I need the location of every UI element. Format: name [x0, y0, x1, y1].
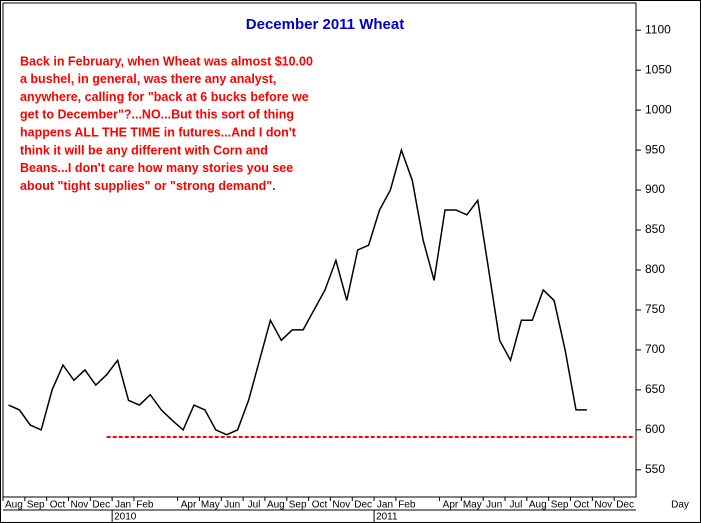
y-tick-label: 1050 — [645, 62, 672, 76]
x-tick-label: Sep — [27, 500, 45, 511]
y-tick-label: 700 — [645, 342, 665, 356]
x-tick-label: Oct — [312, 500, 328, 511]
x-tick-label: Aug — [529, 500, 547, 511]
chart-title: December 2011 Wheat — [246, 16, 404, 33]
x-tick-label: Jan — [115, 500, 131, 511]
x-tick-label: Aug — [267, 500, 285, 511]
x-tick-label: Nov — [70, 500, 88, 511]
x-tick-label: Dec — [616, 500, 634, 511]
annotation: think it will be any different with Corn… — [20, 143, 268, 157]
x-tick-label: Sep — [551, 500, 569, 511]
x-tick-label: Feb — [136, 500, 154, 511]
x-tick-label: May — [463, 500, 482, 511]
plot-area — [2, 2, 637, 498]
x-tick-label: May — [201, 500, 220, 511]
y-tick-label: 900 — [645, 182, 665, 196]
x-tick-label: Jul — [248, 500, 261, 511]
x-tick-label: Dec — [354, 500, 372, 511]
y-tick-label: 800 — [645, 262, 665, 276]
x-tick-label: Apr — [443, 500, 459, 511]
annotation: a bushel, in general, was there any anal… — [20, 72, 276, 86]
x-tick-label: Nov — [594, 500, 612, 511]
x-tick-label: Jun — [224, 500, 240, 511]
year-label: 2011 — [376, 512, 398, 523]
x-tick-label: Oct — [50, 500, 66, 511]
annotation: about "tight supplies" or "strong demand… — [20, 179, 276, 193]
x-tick-label: Oct — [574, 500, 590, 511]
x-tick-label: Feb — [398, 500, 416, 511]
y-tick-label: 550 — [645, 462, 665, 476]
x-tick-label: Apr — [181, 500, 197, 511]
y-tick-label: 600 — [645, 422, 665, 436]
period-label: Day — [671, 500, 689, 511]
x-tick-label: Sep — [289, 500, 307, 511]
y-tick-label: 1100 — [645, 22, 671, 36]
annotation: Back in February, when Wheat was almost … — [20, 54, 313, 68]
x-tick-label: Jan — [377, 500, 393, 511]
x-tick-label: Jun — [486, 500, 502, 511]
annotation: happens ALL THE TIME in futures...And I … — [20, 125, 297, 139]
y-tick-label: 850 — [645, 222, 665, 236]
y-tick-label: 650 — [645, 382, 665, 396]
annotation: Beans...I don't care how many stories yo… — [20, 161, 293, 175]
annotation: anywhere, calling for "back at 6 bucks b… — [20, 90, 309, 104]
y-tick-label: 950 — [645, 142, 665, 156]
price-line — [8, 147, 587, 436]
y-tick-label: 750 — [645, 302, 665, 316]
x-tick-label: Aug — [5, 500, 23, 511]
x-tick-label: Dec — [92, 500, 110, 511]
annotation: get to December"?...NO...But this sort o… — [20, 108, 294, 122]
year-label: 2010 — [114, 512, 137, 523]
x-tick-label: Jul — [510, 500, 523, 511]
y-tick-label: 1000 — [645, 102, 672, 116]
x-tick-label: Nov — [332, 500, 350, 511]
